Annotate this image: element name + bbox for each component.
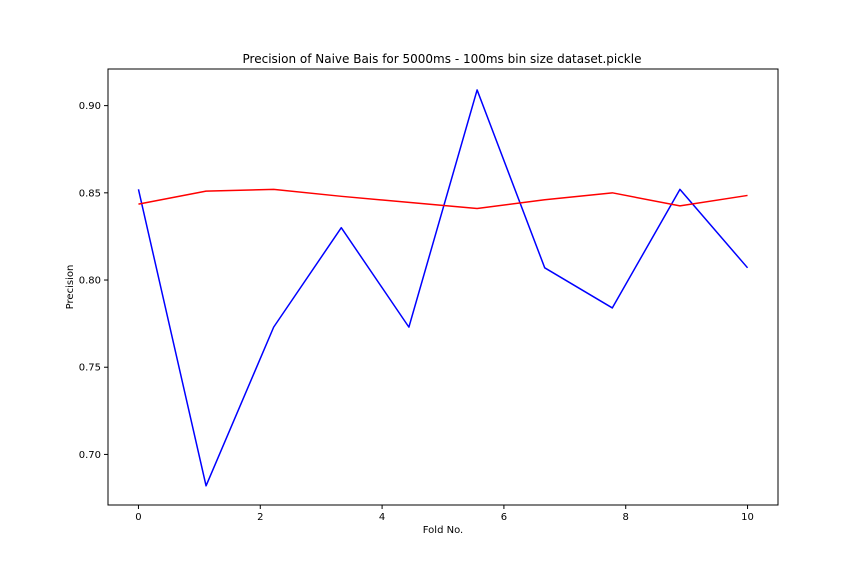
x-tick-label: 6 — [501, 512, 507, 523]
series-line-1 — [137, 89, 749, 487]
x-tick-label: 8 — [623, 512, 629, 523]
chart-title: Precision of Naive Bais for 5000ms - 100… — [243, 52, 642, 66]
series-line-2 — [138, 188, 748, 210]
y-tick-label: 0.90 — [79, 101, 101, 112]
x-tick-label: 0 — [135, 512, 141, 523]
y-tick-label: 0.85 — [79, 188, 101, 199]
axes-layer: 0 2 4 6 8 10 0.70 0.75 0.80 0.85 0.90 — [79, 101, 754, 523]
x-axis-label: Fold No. — [423, 525, 463, 536]
x-tick-label: 10 — [741, 512, 754, 523]
plot-area-frame — [107, 68, 779, 506]
series-layer — [137, 89, 749, 487]
y-axis-label: Precision — [65, 265, 76, 310]
y-tick-label: 0.80 — [79, 276, 101, 287]
x-tick-label: 4 — [379, 512, 385, 523]
y-tick-label: 0.70 — [79, 450, 101, 461]
y-tick-label: 0.75 — [79, 363, 101, 374]
x-tick-label: 2 — [257, 512, 263, 523]
